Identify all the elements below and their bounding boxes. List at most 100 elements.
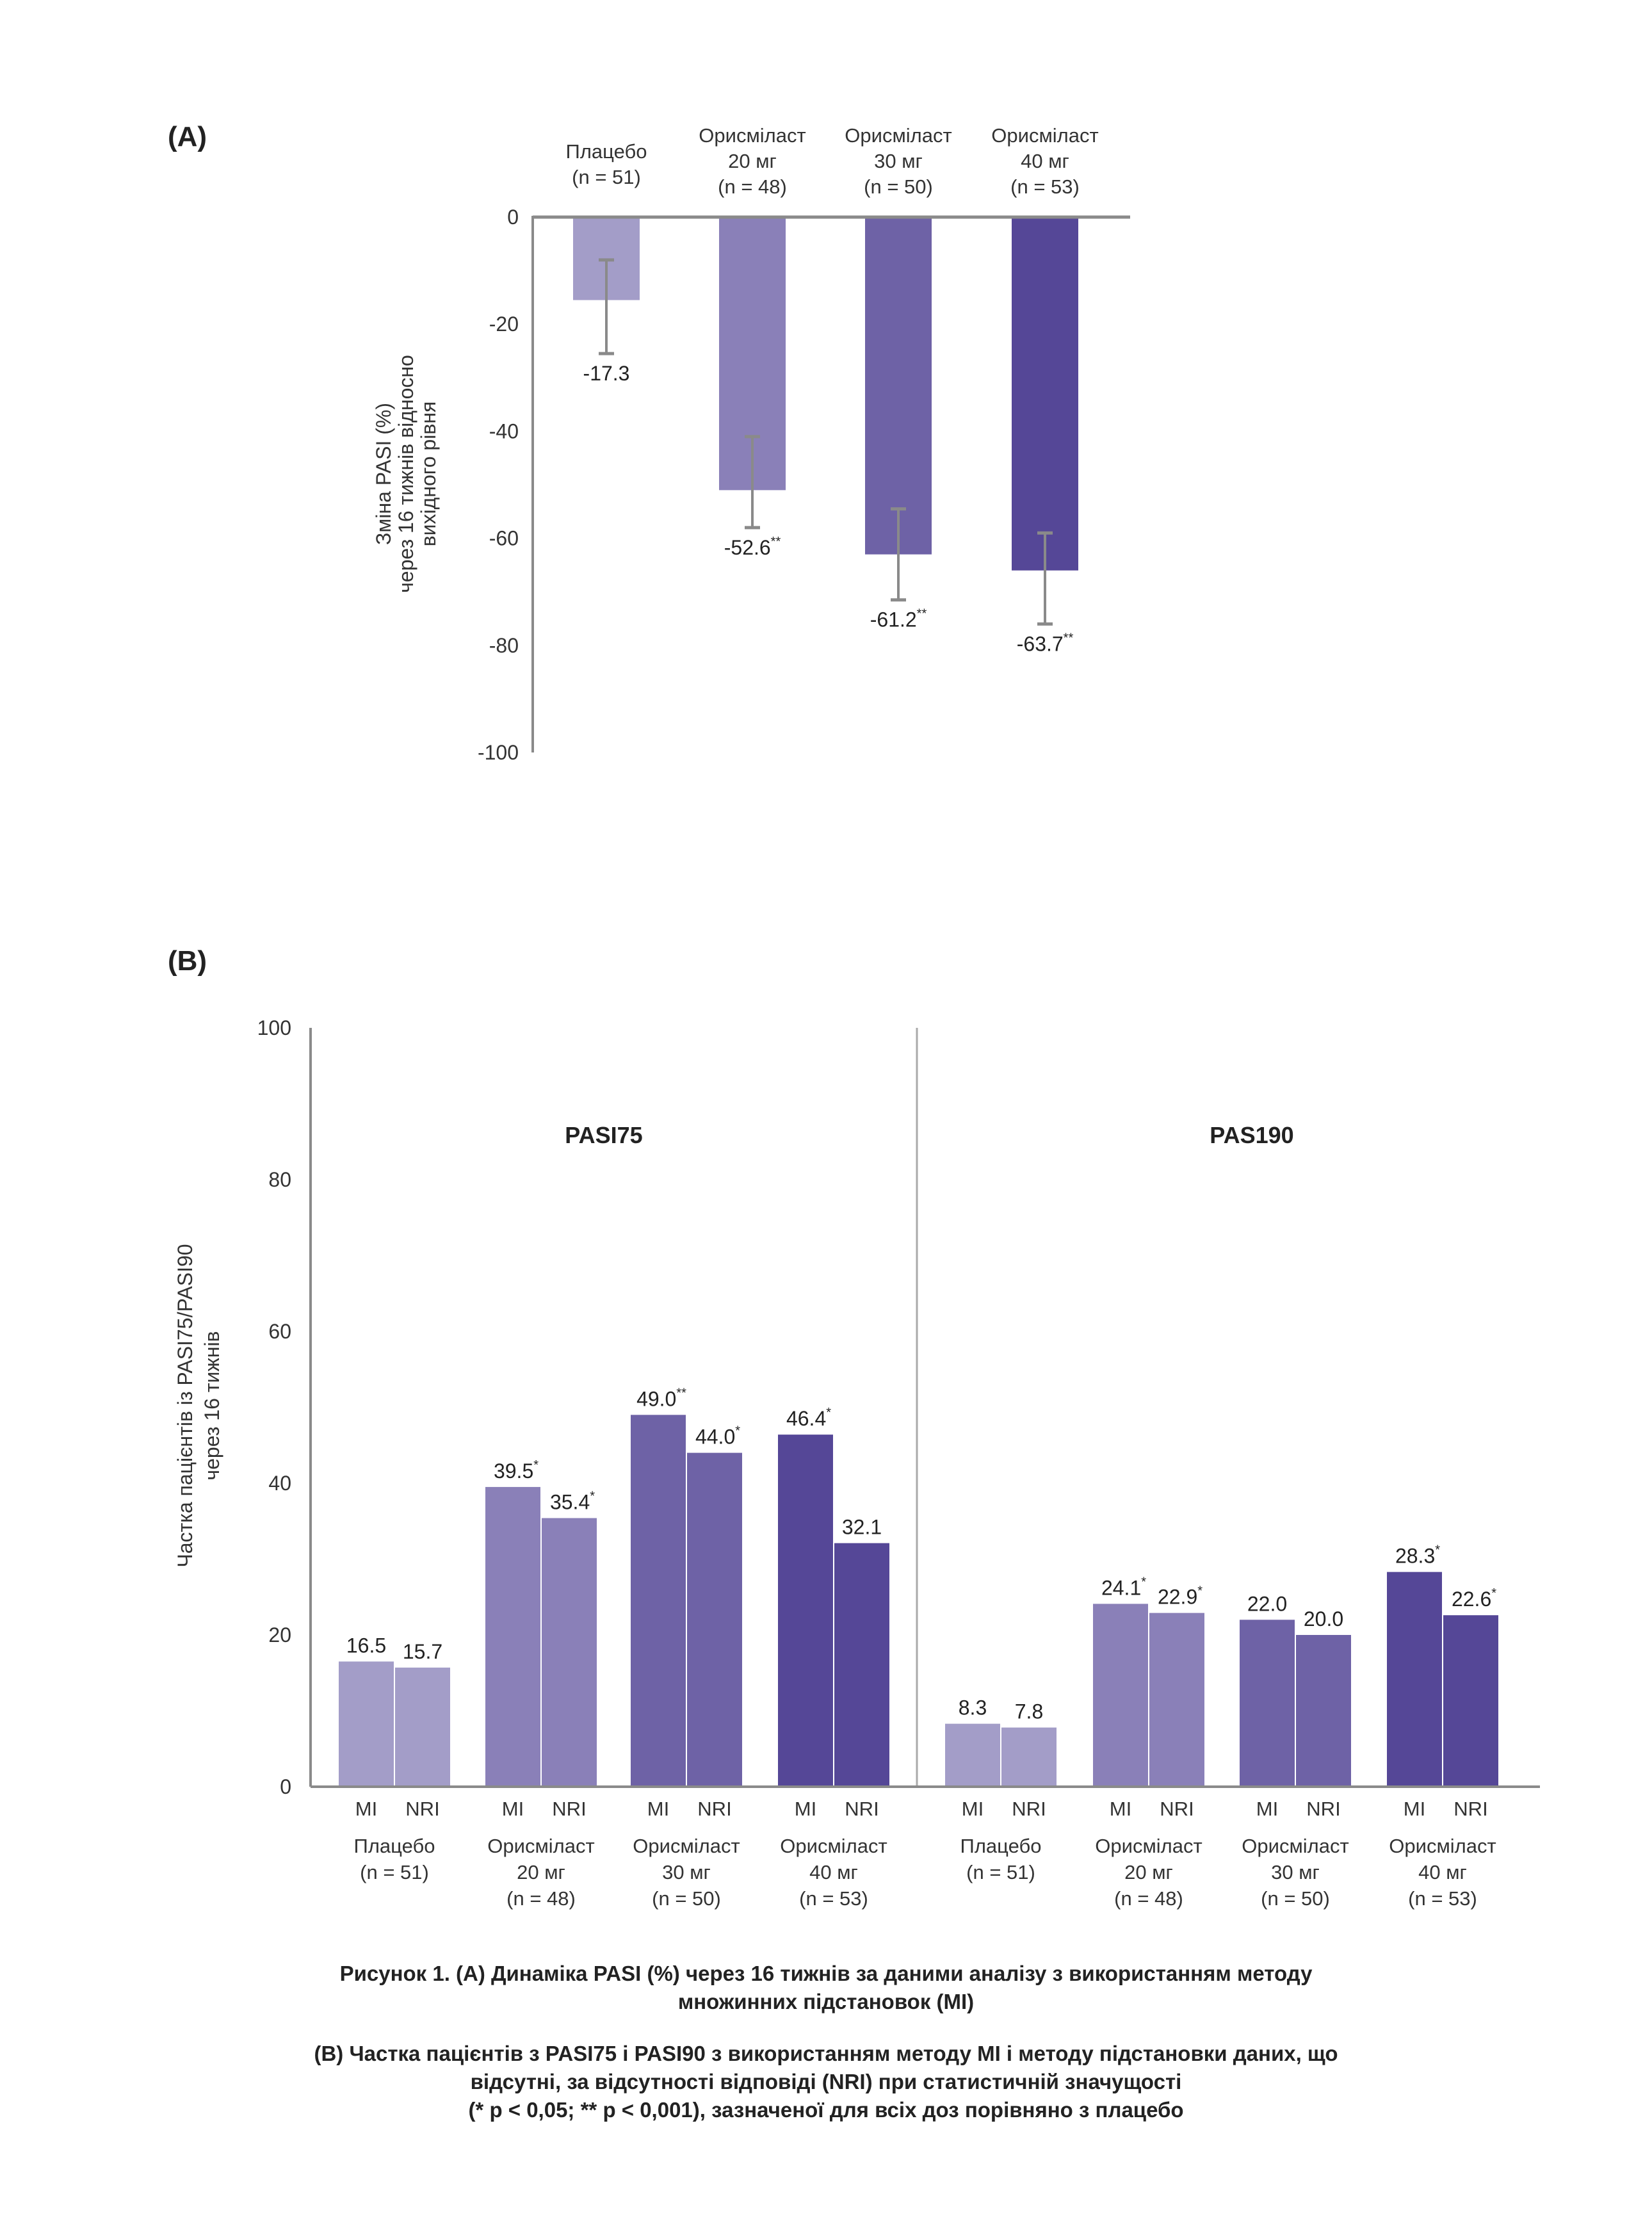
bar-mi: [485, 1486, 540, 1787]
category-label: (n = 51): [360, 1861, 429, 1883]
panel-b-chart: (B) Частка пацієнтів із PASI75/PASI90 чере…: [168, 945, 1540, 1910]
panel-a-chart: (A) Зміна PASI (%) через 16 тижнів відносн…: [168, 121, 1130, 764]
significance-marker: *: [1435, 1543, 1440, 1557]
y-tick-label: 60: [268, 1320, 291, 1343]
bar-mi: [1387, 1572, 1442, 1787]
y-tick-label: -20: [489, 313, 519, 336]
value-label: 44.0*: [695, 1424, 740, 1449]
category-label: Плацебо: [354, 1835, 435, 1857]
error-bar: [1037, 531, 1053, 626]
method-label: MI: [1110, 1798, 1131, 1820]
value-label: -63.7**: [1017, 631, 1074, 655]
method-label: MI: [647, 1798, 669, 1820]
significance-marker: *: [1197, 1584, 1203, 1598]
category-label: 30 мг: [1271, 1861, 1320, 1883]
bar: [1012, 217, 1078, 571]
y-tick-label: 20: [268, 1623, 291, 1646]
category-label: 20 мг: [1124, 1861, 1173, 1883]
bar-mi: [1093, 1604, 1148, 1787]
category-label: (n = 50): [1261, 1887, 1330, 1910]
y-axis-label-line: вихідного рівня: [417, 402, 440, 547]
bar-mi: [778, 1435, 833, 1787]
method-label: NRI: [1306, 1798, 1340, 1820]
value-label: 15.7: [403, 1640, 442, 1663]
bar-mi: [945, 1723, 1000, 1787]
y-tick-label: 40: [268, 1472, 291, 1495]
value-label: 8.3: [959, 1696, 987, 1719]
value-label: -52.6**: [724, 535, 781, 559]
category-label: (n = 53): [799, 1887, 868, 1910]
value-label: -17.3: [583, 362, 630, 385]
value-label: 24.1*: [1101, 1575, 1146, 1599]
method-label: MI: [795, 1798, 816, 1820]
category-label: Плацебо: [566, 140, 647, 163]
value-label: 22.9*: [1158, 1584, 1203, 1609]
caption-b-line-2: відсутні, за відсутності відповіді (NRI)…: [470, 2070, 1182, 2093]
bar-nri: [834, 1543, 889, 1787]
significance-marker: **: [1064, 631, 1074, 645]
caption-b-line-3: (* p < 0,05; ** p < 0,001), зазначеної д…: [468, 2098, 1184, 2122]
significance-marker: *: [533, 1458, 539, 1472]
value-label: 22.0: [1247, 1592, 1287, 1615]
significance-marker: *: [735, 1424, 740, 1438]
y-axis-label-line: Частка пацієнтів із PASI75/PASI90: [174, 1244, 197, 1567]
category-label: Орисміласт: [633, 1835, 740, 1857]
bar-mi: [1240, 1620, 1295, 1787]
value-label: 20.0: [1304, 1607, 1343, 1630]
y-tick-label: 0: [507, 206, 519, 229]
category-label: 20 мг: [728, 150, 777, 172]
category-label: 20 мг: [517, 1861, 565, 1883]
category-label: (n = 53): [1010, 175, 1080, 198]
category-label: (n = 51): [572, 166, 641, 188]
method-label: MI: [962, 1798, 984, 1820]
caption-a-line-2: множинних підстановок (MI): [677, 1990, 975, 2013]
bar-mi: [631, 1415, 686, 1787]
method-label: MI: [1256, 1798, 1278, 1820]
significance-marker: **: [771, 535, 781, 549]
category-label: Орисміласт: [780, 1835, 887, 1857]
category-label: (n = 48): [506, 1887, 576, 1910]
group-title: PASI75: [565, 1122, 642, 1148]
value-label: 22.6*: [1452, 1586, 1496, 1611]
category-label: Орисміласт: [845, 124, 952, 147]
value-label: 7.8: [1015, 1700, 1043, 1723]
y-tick-label: -100: [478, 741, 519, 764]
method-label: MI: [355, 1798, 377, 1820]
method-label: NRI: [697, 1798, 731, 1820]
value-label: -61.2**: [870, 607, 927, 631]
value-label: 49.0**: [636, 1386, 686, 1410]
figure-caption-b: (B) Частка пацієнтів з PASI75 і PASI90 з…: [0, 2040, 1652, 2124]
caption-a-line-1: Рисунок 1. (A) Динаміка PASI (%) через 1…: [339, 1962, 1313, 1985]
significance-marker: *: [826, 1406, 831, 1420]
figure-caption-a: Рисунок 1. (A) Динаміка PASI (%) через 1…: [0, 1960, 1652, 2016]
category-label: Орисміласт: [1389, 1835, 1496, 1857]
category-label: Орисміласт: [1242, 1835, 1348, 1857]
y-tick-label: -80: [489, 634, 519, 657]
value-label: 46.4*: [786, 1406, 831, 1430]
bar-nri: [1001, 1727, 1057, 1787]
method-label: NRI: [1012, 1798, 1046, 1820]
y-axis-label-line: Зміна PASI (%): [372, 403, 395, 545]
bar-nri: [1296, 1635, 1351, 1787]
method-label: NRI: [1454, 1798, 1487, 1820]
category-label: (n = 48): [1114, 1887, 1183, 1910]
category-label: Плацебо: [960, 1835, 1042, 1857]
bar: [865, 217, 932, 555]
category-label: 30 мг: [662, 1861, 711, 1883]
y-axis-label-line: через 16 тижнів: [200, 1331, 223, 1480]
category-label: Орисміласт: [991, 124, 1098, 147]
bar-nri: [687, 1452, 742, 1787]
y-tick-label: -40: [489, 419, 519, 443]
significance-marker: *: [1141, 1575, 1146, 1589]
category-label: 40 мг: [1418, 1861, 1467, 1883]
error-bar: [891, 507, 906, 602]
y-tick-label: 0: [280, 1775, 291, 1798]
category-label: (n = 50): [652, 1887, 721, 1910]
error-bar: [599, 258, 614, 355]
bar-nri: [395, 1667, 450, 1787]
bar-nri: [1149, 1613, 1204, 1787]
category-label: (n = 51): [966, 1861, 1035, 1883]
panel-label-b: (B): [168, 945, 207, 977]
y-tick-label: -60: [489, 527, 519, 550]
